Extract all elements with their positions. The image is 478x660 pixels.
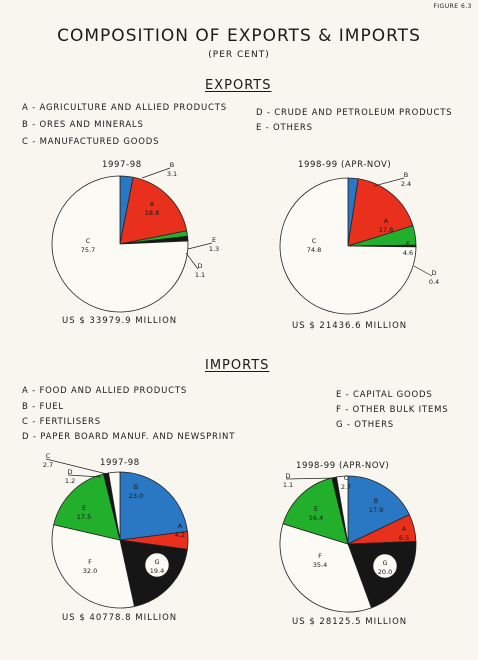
pie1-value-b: 3.1 <box>167 170 177 178</box>
pie1-letter-e: E <box>212 236 216 244</box>
exports-legend-b: B - ORES AND MINERALS <box>22 120 144 130</box>
imports-legend-g: G - OTHERS <box>336 420 395 430</box>
pie4-title: 1998-99 (APR-NOV) <box>296 461 390 471</box>
pie2-total: US $ 21436.6 MILLION <box>292 321 408 331</box>
imports-legend-d: D - PAPER BOARD MANUF. AND NEWSPRINT <box>22 432 236 442</box>
exports-heading: EXPORTS <box>205 78 272 93</box>
imports-heading: IMPORTS <box>205 358 270 373</box>
pie1-title: 1997-98 <box>102 160 142 170</box>
pie1-value-a: 18.8 <box>145 209 159 217</box>
imports-legend-c: C - FERTILISERS <box>22 417 101 427</box>
pie1-value-e: 1.3 <box>209 245 219 253</box>
pie1-letter-c: C <box>86 237 91 245</box>
pie1-letter-b: B <box>170 161 174 169</box>
page-subtitle: (PER CENT) <box>208 50 270 60</box>
page-title: COMPOSITION OF EXPORTS & IMPORTS <box>57 26 421 46</box>
imports-legend-e: E - CAPITAL GOODS <box>336 390 433 400</box>
imports-legend-b: B - FUEL <box>22 402 64 412</box>
pie3-title: 1997-98 <box>100 458 140 468</box>
pie1-value-c: 75.7 <box>81 246 95 254</box>
imports-legend-f: F - OTHER BULK ITEMS <box>336 405 449 415</box>
pie1-slice-a <box>119 176 188 245</box>
pie1-leader-b <box>141 167 171 179</box>
exports-legend-d: D - CRUDE AND PETROLEUM PRODUCTS <box>256 108 453 118</box>
pie1-value-d: 1.1 <box>195 271 205 279</box>
pie4-total: US $ 28125.5 MILLION <box>292 617 408 627</box>
exports-legend-e: E - OTHERS <box>256 123 313 133</box>
figure-label: FIGURE 6.3 <box>433 3 472 10</box>
pie1-leader-d <box>185 252 199 270</box>
pie1-total: US $ 33979.9 MILLION <box>62 316 178 326</box>
pie1-letter-d: D <box>197 262 202 270</box>
pie1-slice-c <box>51 175 189 313</box>
pie3-total: US $ 40778.8 MILLION <box>62 613 178 623</box>
pie2-title: 1998-99 (APR-NOV) <box>298 160 392 170</box>
pie1-leader-e <box>187 242 213 250</box>
pie1-letter-a: A <box>150 200 155 208</box>
exports-legend-c: C - MANUFACTURED GOODS <box>22 137 160 147</box>
imports-legend-a: A - FOOD AND ALLIED PRODUCTS <box>22 386 188 396</box>
exports-legend-a: A - AGRICULTURE AND ALLIED PRODUCTS <box>22 103 227 113</box>
